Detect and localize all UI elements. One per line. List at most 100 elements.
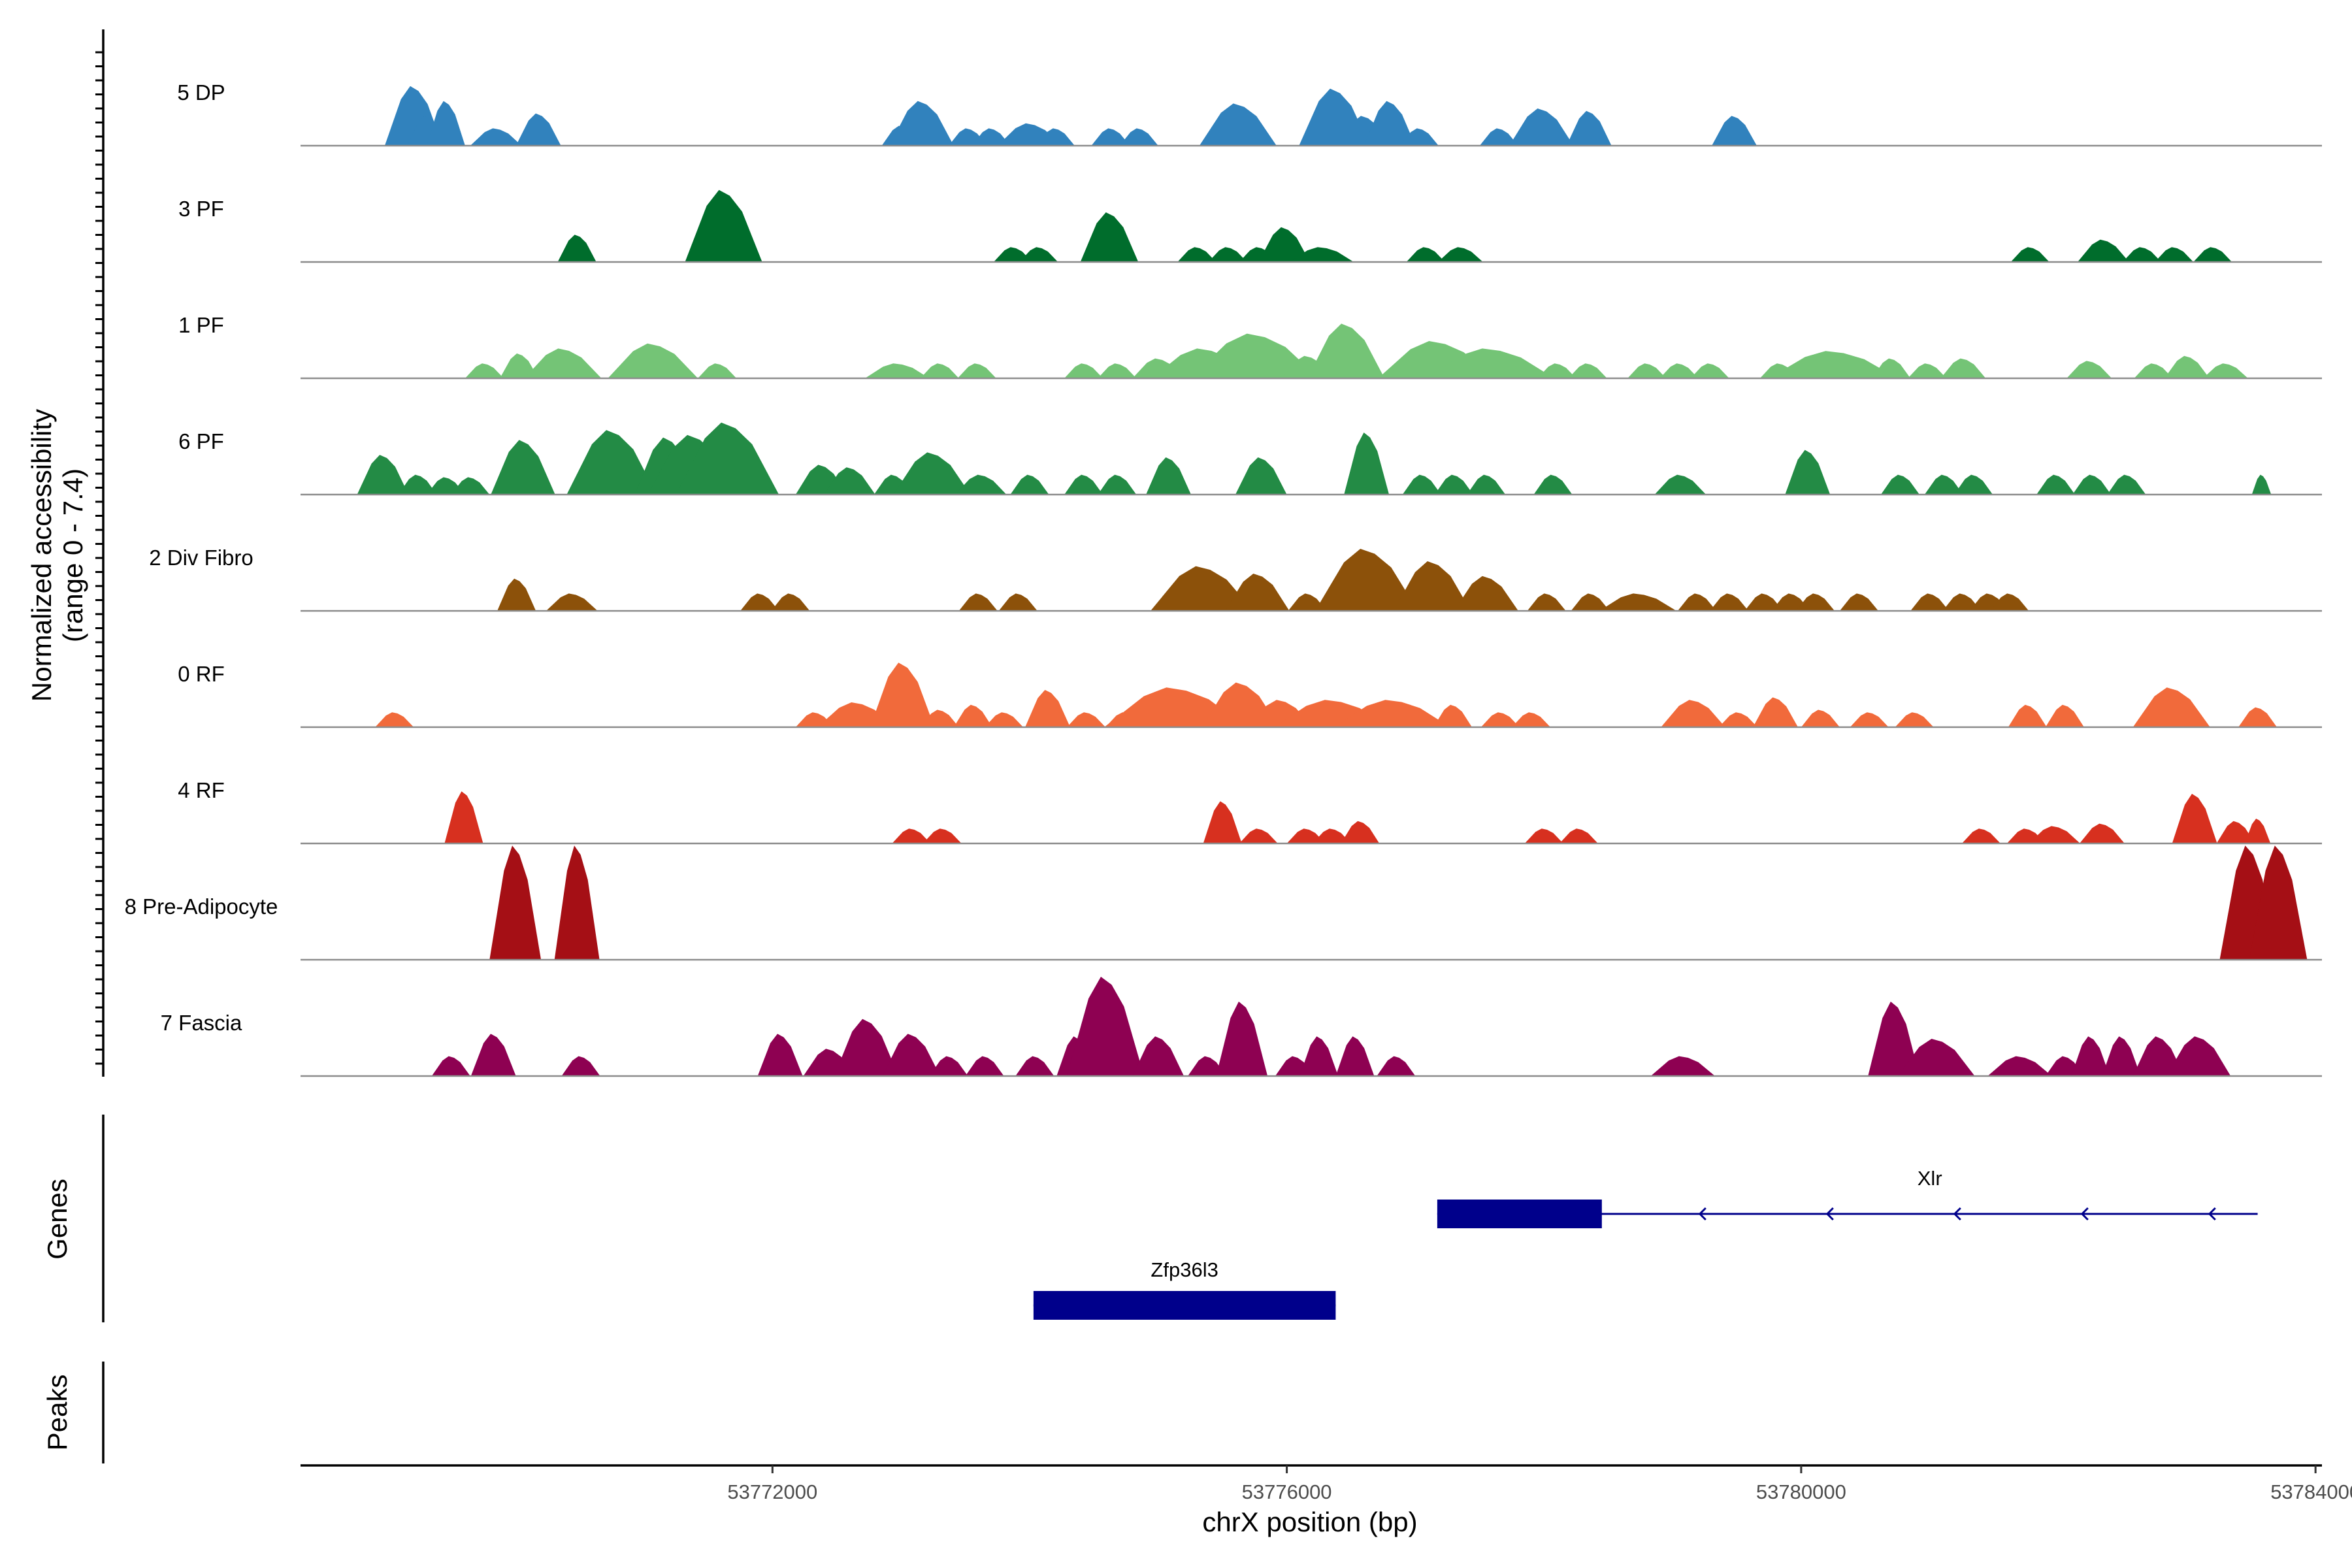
x-axis-ticks: 53772000 53776000 53780000 53784000 [727, 1465, 2352, 1503]
accessibility-peak [1151, 566, 1254, 611]
accessibility-peak [524, 348, 602, 378]
accessibility-peak [998, 593, 1037, 611]
accessibility-peak [1744, 593, 1784, 611]
track-3-pf: 3 PF [178, 189, 2322, 263]
strand-arrow-icon [2208, 1207, 2216, 1221]
accessibility-peak [1402, 474, 1441, 495]
accessibility-peak [1288, 593, 1327, 611]
accessibility-peak [497, 578, 536, 611]
track-8-pre-adipocyte: 8 Pre-Adipocyte [125, 845, 2322, 961]
track-label: 0 RF [178, 662, 225, 686]
accessibility-peak [1406, 247, 1445, 262]
accessibility-peak [985, 712, 1024, 727]
accessibility-peak [993, 247, 1032, 262]
accessibility-peak [1650, 1056, 1715, 1076]
accessibility-peak [1467, 474, 1506, 495]
accessibility-peak [1433, 704, 1472, 727]
accessibility-peak [357, 455, 409, 495]
accessibility-peak [757, 1034, 803, 1076]
accessibility-peak [1434, 474, 1473, 495]
accessibility-peak [1315, 549, 1418, 611]
accessibility-peak [546, 593, 598, 611]
accessibility-peak [1426, 348, 1554, 378]
accessibility-peak [1377, 1056, 1416, 1076]
gene-zfp36l3: Zfp36l3 [1033, 1258, 1336, 1320]
accessibility-peak [889, 101, 954, 146]
accessibility-peak [398, 474, 437, 495]
accessibility-peak [2193, 247, 2232, 262]
accessibility-peak [1479, 128, 1518, 146]
accessibility-peak [1119, 128, 1158, 146]
accessibility-peak [1019, 247, 1058, 262]
accessibility-peak [1897, 1039, 1975, 1076]
accessibility-peak [1394, 561, 1471, 611]
accessibility-peak [1036, 128, 1075, 146]
accessibility-peak [2045, 704, 2084, 727]
accessibility-peak [500, 353, 539, 378]
accessibility-peak [1289, 247, 1354, 262]
accessibility-peak [1559, 828, 1598, 843]
accessibility-peak [740, 593, 779, 611]
track-label: 1 PF [178, 313, 224, 337]
x-tick-label: 53776000 [1242, 1480, 1332, 1503]
accessibility-peak [920, 363, 959, 378]
accessibility-peak [1239, 828, 1278, 843]
accessibility-peak [1961, 828, 2001, 843]
accessibility-peak [1753, 697, 1798, 727]
track-label: 3 PF [178, 197, 224, 221]
track-7-fascia: 7 Fascia [161, 977, 2322, 1077]
gene-exon [1437, 1200, 1602, 1228]
track-label: 2 Div Fibro [149, 546, 253, 570]
accessibility-peak [1785, 449, 1831, 495]
accessibility-peak [1627, 363, 1667, 378]
accessibility-peak [1064, 474, 1103, 495]
accessibility-peak [771, 593, 810, 611]
track-1-pf: 1 PF [178, 313, 2322, 380]
accessibility-peak [1286, 828, 1326, 843]
accessibility-peak [2010, 247, 2050, 262]
accessibility-peak [2216, 821, 2255, 843]
accessibility-peak [1868, 1002, 1919, 1076]
accessibility-peak [1341, 821, 1380, 843]
accessibility-peak [1908, 363, 1947, 378]
accessibility-peak [1654, 474, 1707, 495]
gene-label: Zfp36l3 [1151, 1258, 1218, 1281]
accessibility-peak [972, 128, 1011, 146]
gene-label: Xlr [1918, 1167, 1942, 1190]
accessibility-peak [957, 363, 996, 378]
accessibility-peak [892, 828, 931, 843]
accessibility-peak [444, 791, 483, 843]
accessibility-peak [1146, 457, 1191, 495]
accessibility-peak [2080, 823, 2125, 843]
gene-xlr: Xlr [1437, 1167, 2258, 1228]
accessibility-peak [1010, 474, 1049, 495]
accessibility-peak [1509, 108, 1574, 146]
accessibility-peak [1208, 247, 1247, 262]
gene-annotations: Xlr Zfp36l3 [1033, 1167, 2258, 1320]
track-5-dp: 5 DP [177, 80, 2322, 147]
accessibility-peak [1098, 363, 1137, 378]
accessibility-peak [451, 477, 490, 495]
track-label: 4 RF [178, 778, 225, 802]
gene-exon [1033, 1291, 1336, 1320]
track-label: 7 Fascia [161, 1011, 242, 1035]
accessibility-peak [1990, 593, 2029, 611]
accessibility-peak [1235, 457, 1287, 495]
accessibility-peak [470, 1034, 516, 1076]
track-label: 6 PF [178, 429, 224, 453]
accessibility-peak [1690, 363, 1729, 378]
accessibility-peak [1199, 103, 1277, 146]
accessibility-peak [2164, 355, 2210, 378]
accessibility-peak [1399, 128, 1439, 146]
accessibility-peak [1533, 474, 1573, 495]
accessibility-peak [1098, 474, 1137, 495]
accessibility-peak [470, 128, 522, 146]
x-axis-title: chrX position (bp) [1202, 1507, 1417, 1537]
x-tick-label: 53772000 [727, 1480, 817, 1503]
accessibility-peak [515, 113, 561, 146]
x-tick-label: 53784000 [2270, 1480, 2352, 1503]
accessibility-peak [2102, 1036, 2141, 1076]
accessibility-peak [1064, 363, 1103, 378]
accessibility-peak [953, 704, 992, 727]
